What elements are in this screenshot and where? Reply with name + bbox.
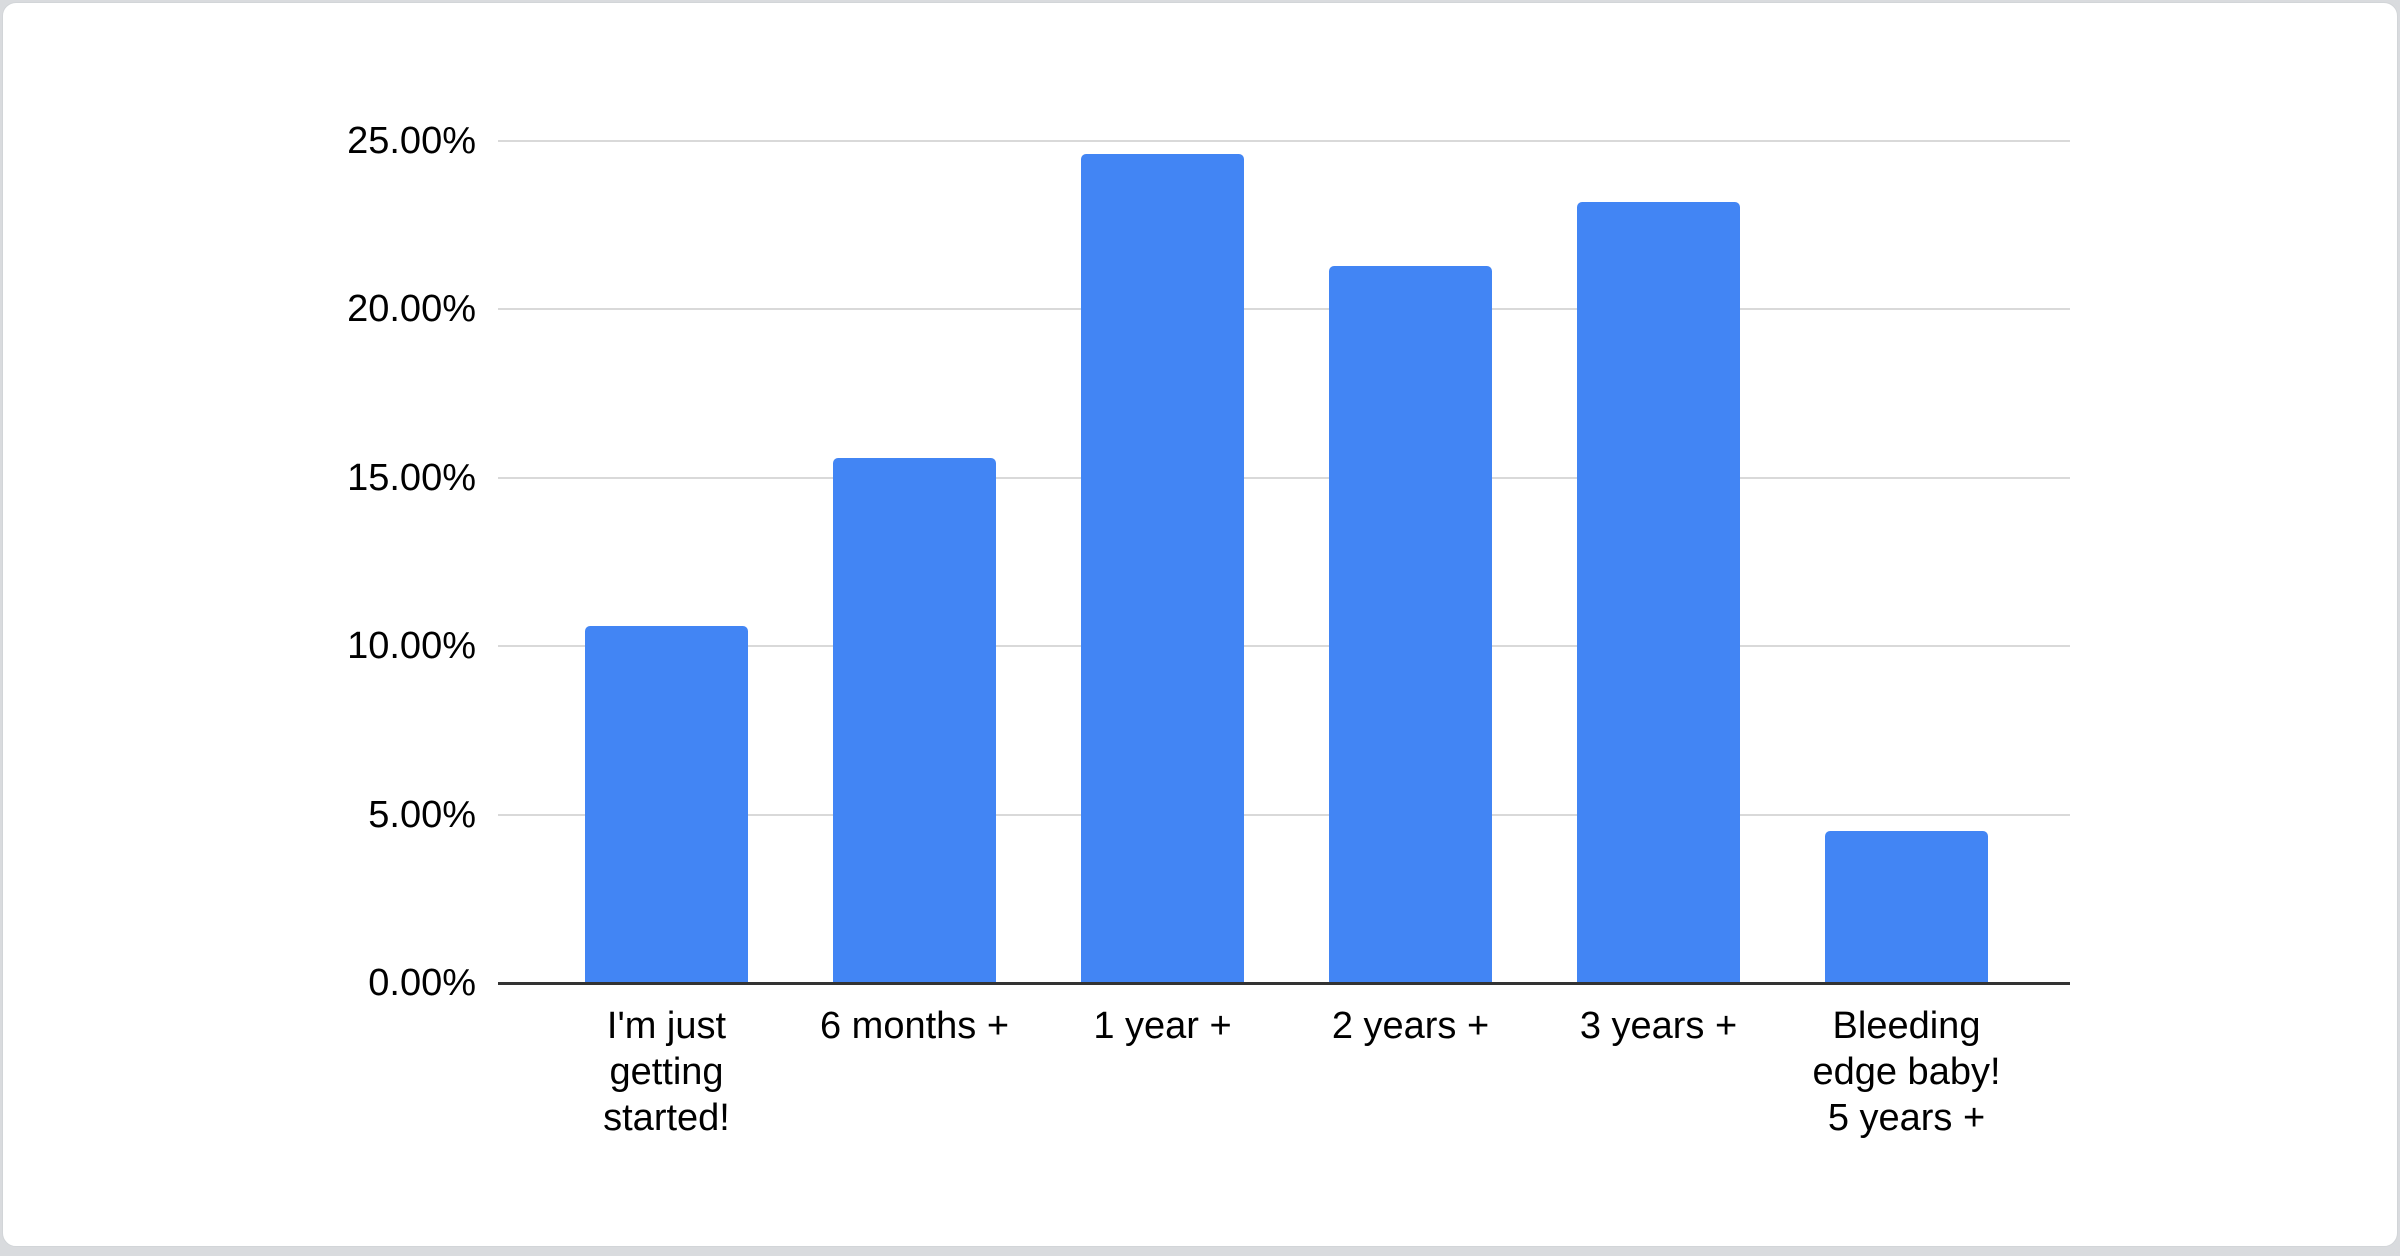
gridline (498, 476, 2070, 479)
gridline (498, 140, 2070, 142)
bar-chart: 0.00% 5.00% 10.00% 15.00% 20.00% 25.00% I'm ju… (3, 3, 2397, 1246)
x-category-label: Bleeding edge baby! 5 years + (1812, 1005, 2001, 1139)
y-tick-label: 25.00% (347, 120, 476, 162)
gridline (498, 308, 2070, 311)
x-category-label: I'm just getting started! (603, 1005, 730, 1139)
bar-4 (1329, 265, 1492, 983)
bar-6 (1825, 831, 1988, 983)
x-category-label: 1 year + (1093, 1005, 1232, 1047)
y-tick-label: 0.00% (368, 962, 476, 1004)
bar-3 (1081, 154, 1244, 983)
gridline (498, 813, 2070, 816)
bar-1 (585, 625, 748, 983)
x-axis-line (498, 981, 2070, 985)
x-category-label: 3 years + (1579, 1005, 1738, 1047)
y-tick-label: 5.00% (368, 793, 476, 836)
gridline (498, 645, 2070, 648)
y-tick-label: 15.00% (347, 456, 476, 499)
x-category-label: 2 years + (1331, 1005, 1490, 1047)
y-tick-label: 10.00% (347, 625, 476, 668)
y-tick-label: 20.00% (347, 288, 476, 331)
bar-2 (833, 457, 996, 983)
x-category-label: 6 months + (819, 1005, 1010, 1047)
bar-5 (1577, 201, 1740, 983)
